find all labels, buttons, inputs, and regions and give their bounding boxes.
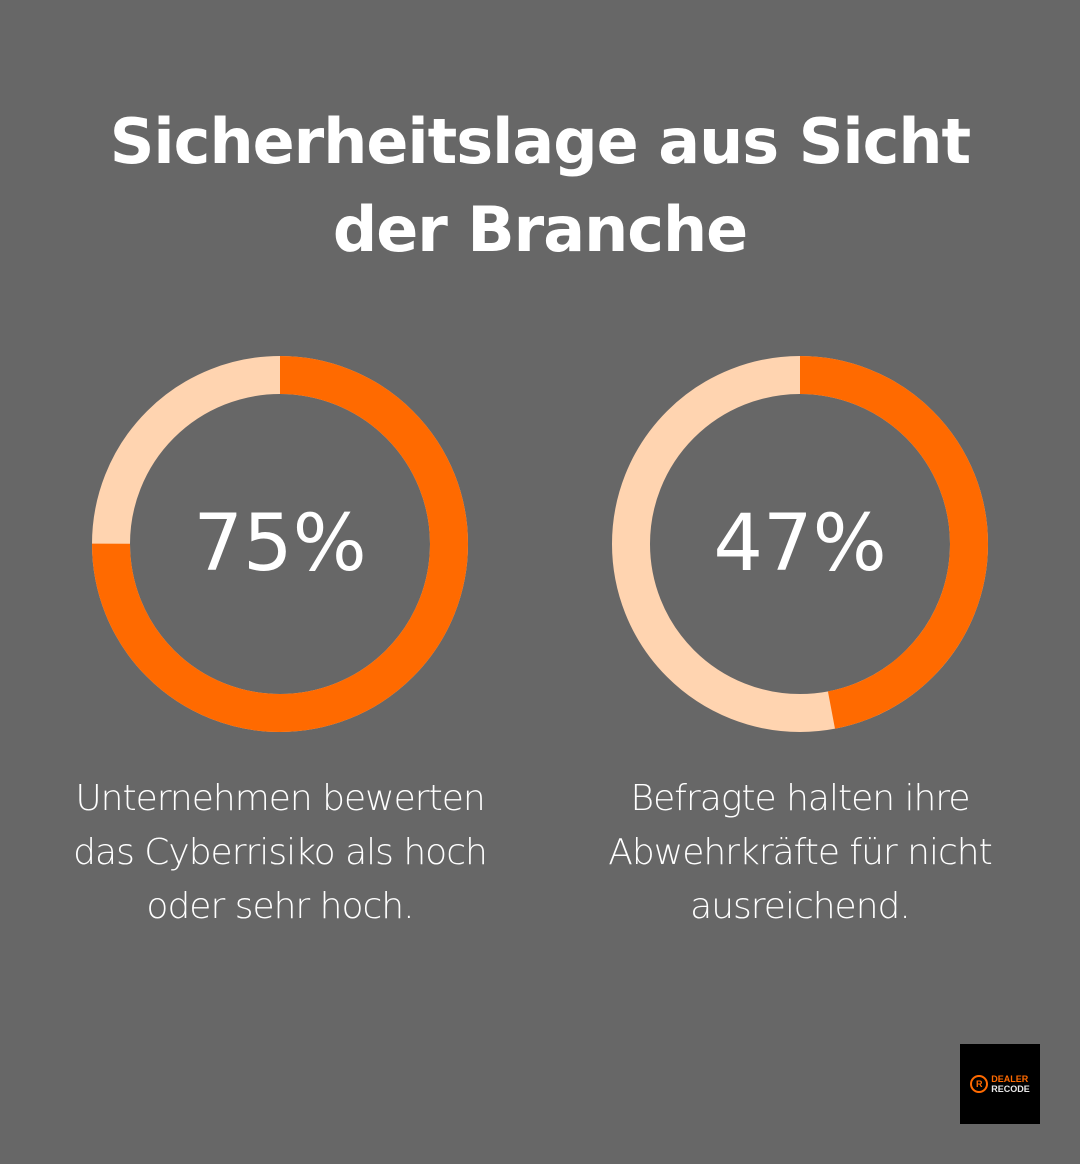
donut-value-arc	[612, 356, 988, 732]
logo-r-icon: R	[970, 1075, 989, 1093]
title-line-2: der Branche	[332, 193, 748, 266]
stat-description-defenses: Befragte halten ihre Abwehrkräfte für ni…	[540, 772, 1060, 934]
description-line: Befragte halten ihre	[630, 778, 971, 819]
page-title: Sicherheitslage aus Sicht der Branche	[0, 98, 1080, 274]
logo-line-1: DEALER	[991, 1074, 1029, 1084]
donut-ring	[92, 356, 468, 732]
donut-chart-cyber-risk: 75%	[90, 354, 470, 734]
description-line: oder sehr hoch.	[146, 886, 414, 927]
logo-line-2: RECODE	[991, 1084, 1030, 1094]
title-line-1: Sicherheitslage aus Sicht	[109, 105, 971, 178]
donut-ring	[612, 356, 988, 732]
description-line: Abwehrkräfte für nicht	[608, 832, 992, 873]
dealer-recode-logo: R DEALER RECODE	[960, 1044, 1040, 1124]
donut-value-label: 75%	[193, 499, 367, 589]
donut-value-label: 47%	[713, 499, 887, 589]
description-line: Unternehmen bewerten	[75, 778, 485, 819]
stat-description-cyber-risk: Unternehmen bewerten das Cyberrisiko als…	[20, 772, 540, 934]
description-line: ausreichend.	[690, 886, 911, 927]
logo-wordmark: DEALER RECODE	[991, 1074, 1030, 1094]
donut-value-arc	[92, 356, 468, 732]
description-line: das Cyberrisiko als hoch	[73, 832, 488, 873]
donut-chart-defenses: 47%	[610, 354, 990, 734]
